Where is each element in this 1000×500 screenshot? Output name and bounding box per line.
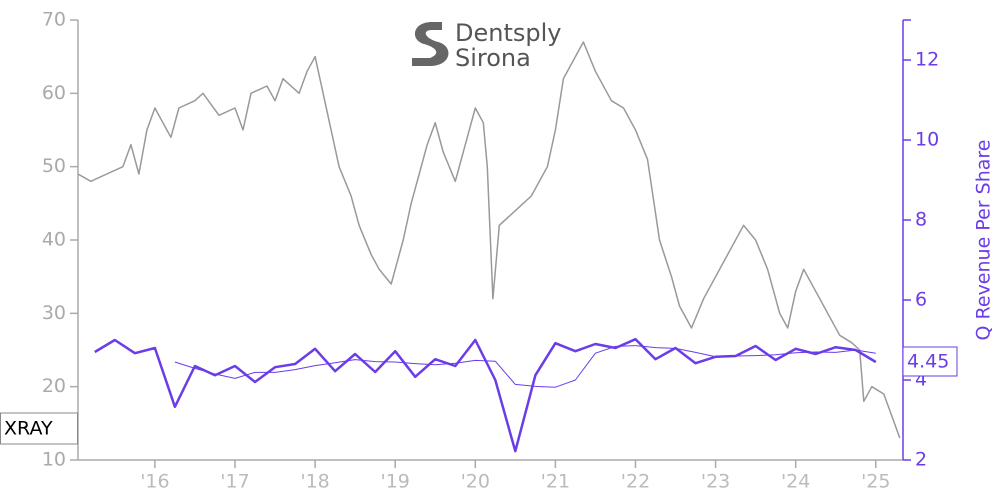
last-value-box [902,346,958,377]
logo: Dentsply Sirona [412,19,561,72]
logo-icon [412,22,449,66]
series-line [174,345,876,388]
y2-tick-label: 6 [915,289,927,311]
y2-tick-label: 8 [915,209,927,231]
y-tick-label: 40 [42,229,66,251]
x-tick-label: '23 [701,471,730,493]
logo-text: Dentsply [455,19,561,47]
logo-text: Sirona [455,44,531,72]
x-tick-label: '20 [461,471,490,493]
y2-tick-label: 12 [915,49,939,71]
x-tick-label: '16 [140,471,169,493]
y-tick-label: 70 [42,9,66,31]
x-tick-label: '22 [621,471,650,493]
y-tick-label: 30 [42,302,66,324]
x-tick-label: '17 [220,471,249,493]
x-tick-label: '19 [380,471,409,493]
y-tick-label: 50 [42,155,66,177]
y2-tick-label: 10 [915,129,939,151]
x-tick-label: '21 [541,471,570,493]
x-tick-label: '25 [861,471,890,493]
y-tick-label: 10 [42,449,66,471]
series-line [94,337,877,453]
y-tick-label: 60 [42,82,66,104]
series-line [77,41,901,439]
y2-tick-label: 2 [915,449,927,471]
x-tick-label: '18 [300,471,329,493]
y-tick-label: 20 [42,375,66,397]
ticker-label: XRAY [4,418,53,440]
last-value-label: 4.45 [907,351,949,373]
ticker-box [0,412,78,445]
y2-axis-label: Q Revenue Per Share [973,140,995,341]
x-tick-label: '24 [781,471,810,493]
